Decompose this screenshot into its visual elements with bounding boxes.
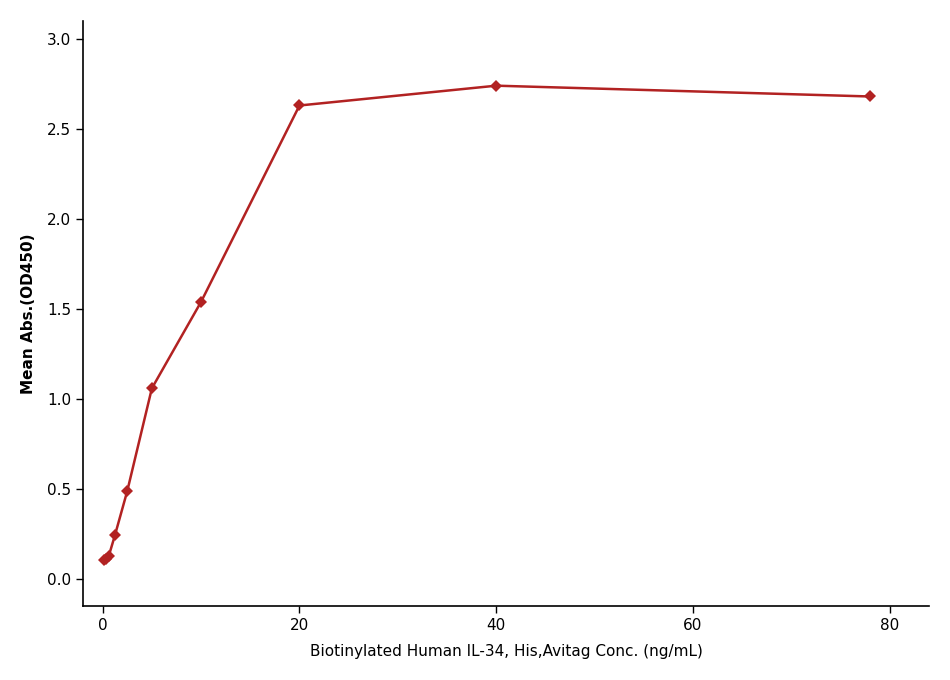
X-axis label: Biotinylated Human IL-34, His,Avitag Conc. (ng/mL): Biotinylated Human IL-34, His,Avitag Con… (310, 644, 702, 659)
Y-axis label: Mean Abs.(OD450): Mean Abs.(OD450) (21, 233, 36, 394)
